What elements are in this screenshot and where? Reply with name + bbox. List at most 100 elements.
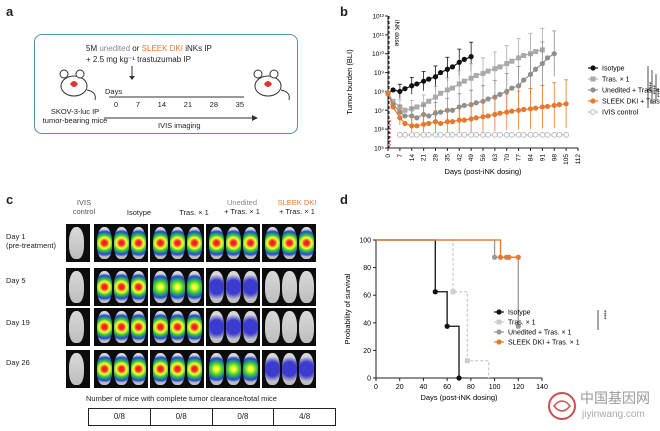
x-tick-label: 100 bbox=[489, 384, 501, 391]
x-tick-label: 0 bbox=[385, 154, 392, 158]
data-point bbox=[432, 119, 439, 125]
survival-line bbox=[376, 239, 519, 258]
mouse-image bbox=[226, 311, 241, 343]
x-axis-label: Days (post-iNK dosing) bbox=[444, 167, 522, 176]
legend-marker bbox=[496, 319, 502, 325]
mouse-image bbox=[131, 353, 146, 385]
data-point bbox=[432, 289, 438, 295]
ivis-image bbox=[206, 224, 260, 262]
ivis-image bbox=[206, 268, 260, 306]
data-point bbox=[438, 90, 444, 96]
dose-text: 5M bbox=[86, 44, 100, 53]
data-point bbox=[390, 87, 396, 93]
y-tick-label: 100 bbox=[359, 238, 371, 245]
data-point bbox=[515, 254, 521, 260]
or-text: or bbox=[130, 44, 142, 53]
row-label-l2: (pre-treatment) bbox=[6, 241, 57, 250]
col-header-isotype: Isotype bbox=[126, 208, 152, 217]
data-point bbox=[402, 131, 408, 138]
mouse-image bbox=[282, 227, 297, 259]
mouse-image bbox=[131, 311, 146, 343]
data-point bbox=[515, 131, 522, 138]
data-point bbox=[504, 88, 510, 95]
data-point bbox=[473, 131, 480, 138]
watermark-cn: 中国基因网 bbox=[580, 391, 650, 407]
data-point bbox=[544, 103, 551, 110]
ivis-image bbox=[206, 350, 260, 388]
y-tick-label: 10⁸ bbox=[374, 89, 384, 96]
data-point bbox=[556, 102, 562, 108]
mouse-image bbox=[69, 227, 84, 259]
mouse-image bbox=[299, 227, 314, 259]
sleek-text: SLEEK DKI bbox=[141, 44, 183, 53]
x-tick-label: 112 bbox=[575, 154, 582, 165]
ivis-image bbox=[262, 350, 316, 388]
data-point bbox=[532, 66, 539, 72]
clearance-table: 0/8 0/8 0/8 4/8 bbox=[88, 408, 336, 426]
data-point bbox=[426, 76, 432, 82]
y-tick-label: 10¹² bbox=[372, 14, 384, 21]
x-tick-label: 49 bbox=[468, 154, 475, 162]
data-point bbox=[449, 85, 455, 91]
day-tick: 14 bbox=[157, 100, 166, 109]
mouse-image bbox=[299, 353, 314, 385]
x-tick-label: 20 bbox=[396, 384, 404, 391]
panel-letter-b: b bbox=[340, 4, 348, 19]
data-point bbox=[464, 358, 470, 364]
ivis-image bbox=[66, 268, 90, 306]
data-point bbox=[461, 131, 468, 138]
data-point bbox=[437, 120, 444, 127]
x-tick-label: 80 bbox=[467, 384, 475, 391]
mouse-image bbox=[153, 227, 168, 259]
data-point bbox=[504, 61, 510, 67]
mouse-image bbox=[114, 353, 129, 385]
data-point bbox=[491, 131, 498, 138]
mouse-image bbox=[114, 271, 129, 303]
x-tick-label: 42 bbox=[456, 154, 463, 162]
mouse-image bbox=[170, 311, 185, 343]
data-point bbox=[420, 131, 427, 138]
data-point bbox=[521, 53, 527, 59]
mouse-image bbox=[131, 271, 146, 303]
panel-c-headers: IVIS control Isotype Tras. × 1 Unedited … bbox=[60, 198, 330, 224]
x-tick-label: 70 bbox=[504, 154, 511, 162]
data-point bbox=[485, 113, 491, 119]
data-point bbox=[413, 131, 420, 138]
ivis-image bbox=[66, 350, 90, 388]
data-point bbox=[433, 94, 438, 100]
significance-stars: **** bbox=[649, 85, 655, 95]
data-point bbox=[497, 91, 503, 97]
data-point bbox=[473, 100, 479, 106]
chart-d-svg: 0 20 40 60 80 100 0 20 40 60 80 100 120 140 Probabilit… bbox=[343, 238, 606, 403]
mouse-image bbox=[69, 311, 84, 343]
mouse-image bbox=[226, 271, 241, 303]
x-tick-label: 98 bbox=[551, 154, 558, 162]
x-tick-label: 91 bbox=[539, 154, 546, 162]
data-point bbox=[414, 81, 420, 87]
data-point bbox=[396, 131, 403, 138]
legend-marker bbox=[590, 76, 596, 82]
data-point bbox=[544, 55, 551, 61]
data-point bbox=[456, 81, 462, 87]
unedited-text: unedited bbox=[99, 44, 131, 53]
data-point bbox=[425, 131, 432, 138]
legend-marker bbox=[496, 309, 502, 315]
data-point bbox=[456, 131, 463, 138]
ivis-image bbox=[150, 268, 204, 306]
data-point bbox=[491, 254, 498, 260]
data-point bbox=[432, 131, 439, 138]
watermark-url: jiyinwang.com bbox=[582, 409, 645, 420]
data-point bbox=[480, 114, 486, 120]
dosing-line-2: + 2.5 mg kg⁻¹ trastuzumab IP bbox=[86, 55, 191, 64]
mouse-image bbox=[153, 271, 168, 303]
legend-marker bbox=[590, 98, 596, 104]
legend-label: Tras. × 1 bbox=[602, 77, 630, 84]
legend-marker bbox=[590, 65, 596, 71]
day-tick: 35 bbox=[235, 100, 244, 109]
clearance-cell: 0/8 bbox=[151, 409, 213, 425]
data-point bbox=[449, 131, 456, 138]
ivis-image-grid bbox=[66, 224, 330, 392]
data-point bbox=[437, 69, 444, 76]
legend-label: Unedited + Tras. × 1 bbox=[602, 88, 660, 95]
data-point bbox=[532, 131, 539, 138]
